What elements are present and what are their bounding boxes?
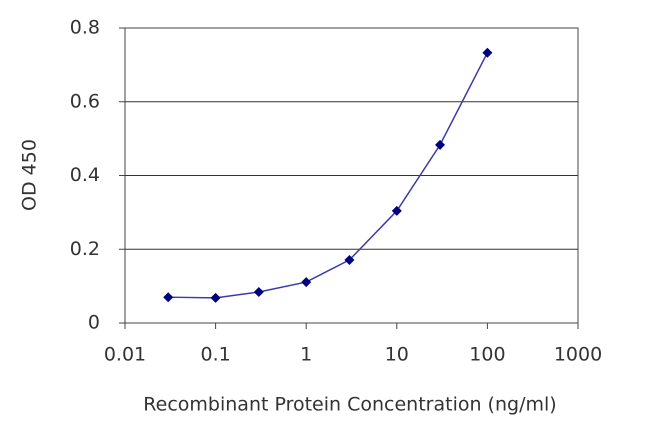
data-point <box>163 292 174 303</box>
y-tick-label: 0 <box>88 312 100 334</box>
x-tick-label: 100 <box>469 344 505 366</box>
data-point <box>344 254 355 265</box>
y-tick-label: 0.2 <box>70 238 100 260</box>
x-axis-label: Recombinant Protein Concentration (ng/ml… <box>143 394 556 416</box>
data-point <box>391 205 402 216</box>
data-point <box>301 277 312 288</box>
x-tick-label: 10 <box>385 344 409 366</box>
y-tick-label: 0.8 <box>70 17 100 39</box>
x-tick-label: 0.01 <box>104 344 146 366</box>
data-point <box>482 47 493 58</box>
series-line <box>168 52 489 299</box>
data-point <box>210 292 221 303</box>
y-tick-label: 0.4 <box>70 164 100 186</box>
x-tick-label: 1000 <box>554 344 602 366</box>
data-point <box>435 139 446 150</box>
data-point <box>253 287 264 298</box>
y-axis-label: OD 450 <box>19 139 41 211</box>
x-tick-label: 0.1 <box>200 344 230 366</box>
y-tick-label: 0.6 <box>70 90 100 112</box>
x-tick-label: 1 <box>300 344 312 366</box>
